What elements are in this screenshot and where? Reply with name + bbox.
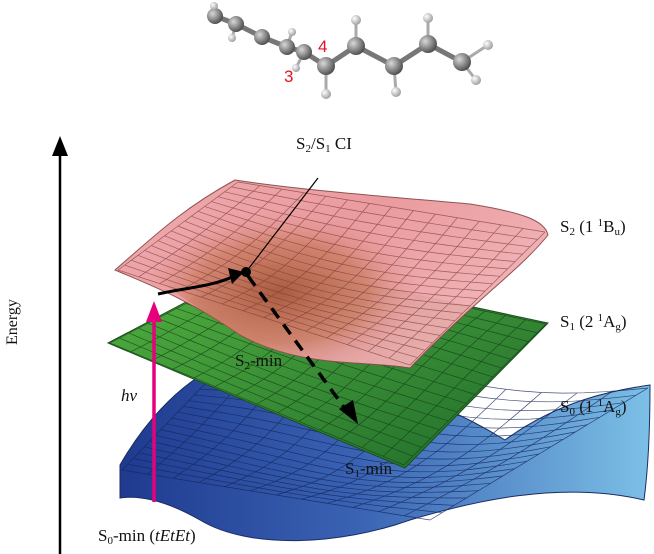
s1-decay-arrowhead — [339, 400, 358, 424]
hydrogen-atoms — [210, 2, 493, 99]
s2-min-label: S2-min — [235, 351, 283, 372]
state-label-s2: S2 (1 1Bu) — [560, 217, 626, 238]
atom-label-3: 3 — [284, 67, 294, 86]
energy-axis — [52, 136, 68, 554]
s1-decay-path — [246, 274, 351, 416]
ci-pointer-line — [245, 177, 319, 273]
hv-label: hv — [121, 386, 138, 405]
atom-label-4: 4 — [318, 37, 328, 56]
carbon-atoms — [207, 8, 471, 75]
excitation-arrow — [146, 301, 162, 502]
s0-min-label: S0-min (tEtEt) — [98, 526, 196, 547]
s2-surface — [114, 179, 549, 369]
molecule-model — [207, 2, 493, 99]
ci-label: S2/S1 CI — [296, 134, 352, 155]
s1-min-label: S1-min — [345, 459, 393, 480]
state-label-s1: S1 (2 1Ag) — [560, 312, 627, 333]
energy-axis-label: Energy — [4, 299, 21, 345]
ci-point — [241, 267, 251, 277]
s2-relaxation-arrow — [157, 274, 235, 296]
state-label-s0: S0 (1 1Ag) — [560, 397, 627, 418]
reaction-path — [157, 177, 358, 424]
